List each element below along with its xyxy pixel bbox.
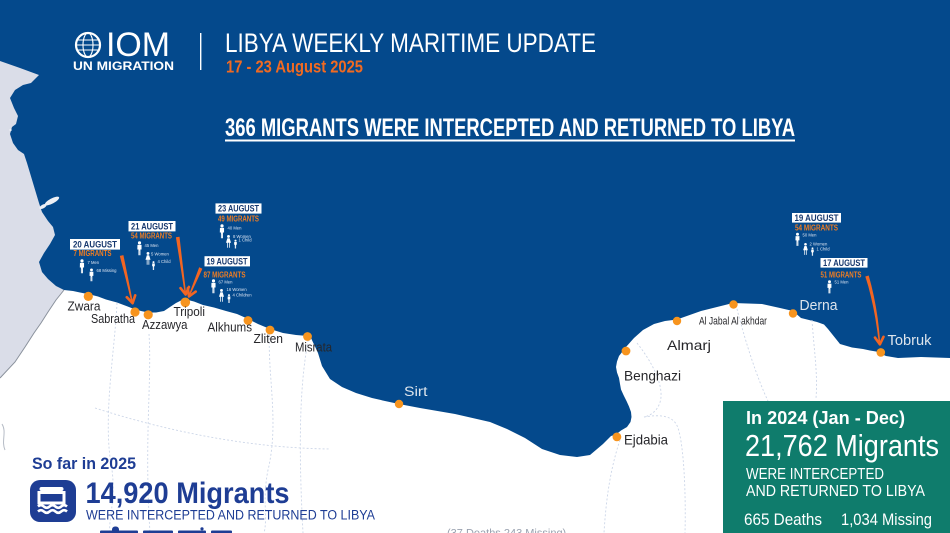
svg-text:Derna: Derna [800, 298, 839, 314]
svg-text:51 Men: 51 Men [835, 280, 850, 285]
svg-text:Alkhums: Alkhums [208, 320, 253, 335]
svg-text:51 MIGRANTS: 51 MIGRANTS [821, 270, 862, 279]
svg-text:7 Men: 7 Men [88, 260, 100, 265]
svg-text:WERE INTERCEPTED AND RETURNED: WERE INTERCEPTED AND RETURNED TO LIBYA [86, 508, 375, 523]
svg-text:(37 Deaths 243 Missing): (37 Deaths 243 Missing) [447, 528, 566, 533]
svg-text:14,920 Migrants: 14,920 Migrants [86, 477, 290, 510]
svg-text:Al Jabal Al akhdar: Al Jabal Al akhdar [699, 316, 767, 328]
svg-text:LIBYA WEEKLY MARITIME UPDATE: LIBYA WEEKLY MARITIME UPDATE [225, 28, 596, 58]
svg-text:4 Children: 4 Children [233, 293, 253, 298]
svg-text:7 MIGRANTS: 7 MIGRANTS [74, 249, 113, 258]
svg-text:Tripoli: Tripoli [174, 304, 206, 319]
svg-text:20 AUGUST: 20 AUGUST [73, 240, 117, 251]
svg-text:Misrata: Misrata [295, 340, 333, 355]
svg-text:UN MIGRATION: UN MIGRATION [73, 61, 174, 73]
svg-text:Benghazi: Benghazi [624, 368, 681, 384]
svg-text:366 MIGRANTS WERE INTERCEPTED: 366 MIGRANTS WERE INTERCEPTED AND RETURN… [225, 114, 795, 142]
svg-text:49 MIGRANTS: 49 MIGRANTS [218, 215, 259, 224]
svg-text:Sabratha: Sabratha [91, 311, 136, 326]
svg-text:4 Child: 4 Child [158, 259, 172, 264]
svg-text:Ejdabia: Ejdabia [624, 432, 668, 448]
svg-text:5 Women: 5 Women [151, 252, 170, 257]
svg-text:17 AUGUST: 17 AUGUST [823, 258, 865, 268]
svg-text:87 MIGRANTS: 87 MIGRANTS [204, 271, 247, 280]
svg-text:8 Women: 8 Women [233, 234, 252, 239]
svg-text:Zliten: Zliten [254, 331, 284, 346]
svg-text:AND RETURNED TO LIBYA: AND RETURNED TO LIBYA [746, 483, 926, 500]
svg-text:In 2024 (Jan - Dec): In 2024 (Jan - Dec) [746, 407, 905, 428]
svg-text:45 Men: 45 Men [145, 243, 160, 248]
svg-text:1,034 Missing: 1,034 Missing [841, 511, 932, 529]
svg-text:16 Women: 16 Women [227, 287, 248, 292]
svg-text:Sirt: Sirt [404, 384, 428, 399]
svg-text:665 Deaths: 665 Deaths [744, 511, 822, 529]
svg-text:54 MIGRANTS: 54 MIGRANTS [131, 231, 172, 240]
svg-text:21 AUGUST: 21 AUGUST [131, 221, 173, 232]
svg-text:Almarj: Almarj [667, 337, 711, 353]
svg-text:40 Men: 40 Men [228, 226, 243, 231]
svg-text:68 Missing: 68 Missing [97, 268, 118, 273]
svg-text:67 Men: 67 Men [219, 280, 234, 285]
svg-text:So far in 2025: So far in 2025 [32, 454, 136, 473]
svg-text:54 MIGRANTS: 54 MIGRANTS [795, 224, 839, 233]
svg-text:IOM: IOM [106, 26, 170, 64]
svg-text:Azzawya: Azzawya [142, 317, 188, 332]
svg-text:23 AUGUST: 23 AUGUST [218, 204, 259, 215]
svg-text:1 Child: 1 Child [817, 247, 831, 252]
svg-text:19 AUGUST: 19 AUGUST [795, 213, 839, 223]
svg-text:1 Child: 1 Child [239, 238, 253, 243]
svg-text:WERE INTERCEPTED: WERE INTERCEPTED [746, 466, 884, 483]
svg-text:17 - 23 August 2025: 17 - 23 August 2025 [226, 57, 363, 77]
svg-text:Tobruk: Tobruk [888, 333, 933, 349]
svg-text:Zwara: Zwara [68, 299, 102, 314]
svg-text:19 AUGUST: 19 AUGUST [207, 257, 248, 268]
svg-text:50 Men: 50 Men [803, 233, 818, 238]
svg-text:2 Women: 2 Women [810, 242, 829, 247]
svg-text:21,762 Migrants: 21,762 Migrants [745, 428, 939, 463]
